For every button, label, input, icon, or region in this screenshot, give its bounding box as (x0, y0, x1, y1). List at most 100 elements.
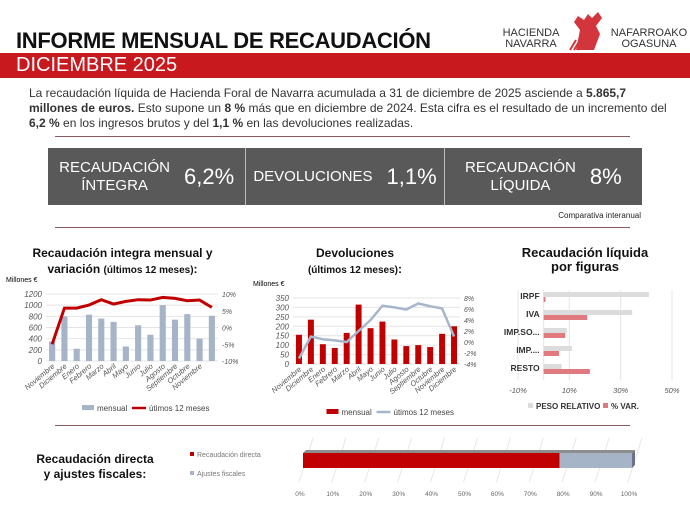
legend-label: % VAR. (611, 402, 639, 411)
bar (343, 332, 350, 364)
category-label: IMP.SO... (504, 327, 540, 337)
y2-tick-label: 6% (464, 307, 474, 314)
bar (85, 314, 93, 361)
x-tick-label: 90% (590, 491, 603, 498)
y-tick-label: 400 (29, 335, 43, 344)
gross-growth: 6,2 % (29, 116, 60, 130)
x-tick-label: 30% (613, 386, 628, 395)
y2-tick-label: 0% (222, 326, 232, 333)
y-tick-label: 350 (276, 294, 290, 303)
logo-emblem-icon (569, 12, 602, 51)
intro-text: en los ingresos brutos y del (59, 116, 213, 130)
legend-label: Ajustes fiscales (197, 471, 246, 478)
intro-text: en las devoluciones realizadas. (243, 116, 414, 130)
bar (122, 346, 129, 361)
line-series (50, 295, 213, 345)
bar (403, 346, 410, 364)
x-tick-label: 10% (562, 386, 577, 395)
bar (171, 319, 179, 361)
chart1-colon: : (193, 262, 198, 276)
bar-side-face (632, 450, 635, 468)
x-tick-label: 50% (664, 386, 679, 395)
hacienda-navarra-logo: HACIENDA NAVARRA NAFARROAKO OGASUNA (498, 10, 688, 54)
x-tick-label: 60% (491, 491, 504, 498)
kpi-refunds: DEVOLUCIONES 1,1% (246, 148, 445, 205)
bar (367, 328, 374, 364)
y2-tick-label: -4% (464, 362, 476, 369)
kpi-label-line: RECAUDACIÓN (59, 158, 171, 176)
bar-var (543, 333, 566, 338)
logo-text-left: HACIENDA NAVARRA (502, 27, 560, 50)
x-tick-label: 70% (524, 491, 537, 498)
y2-tick-label: 4% (464, 318, 474, 325)
chart2-colon: : (398, 262, 403, 276)
y2-tick-label: 0% (464, 340, 474, 347)
intro-text: La recaudación líquida de Hacienda Foral… (29, 86, 587, 100)
bar (110, 321, 117, 361)
kpi-panel: RECAUDACIÓN ÍNTEGRA 6,2% DEVOLUCIONES 1,1% … (48, 148, 642, 205)
chart3-title-line: por figuras (551, 259, 619, 274)
legend-swatch (82, 405, 94, 410)
chart1-subtitle: (últimos 12 meses) (103, 265, 194, 276)
bar (208, 315, 215, 361)
bar (159, 305, 166, 361)
chart3-title: Recaudación líquida por figuras (510, 246, 660, 274)
legend-label: Recaudación directa (197, 452, 261, 459)
chart2-title: Devoluciones (últimos 12 meses): (270, 245, 440, 279)
x-tick-label: 80% (557, 491, 570, 498)
divider (55, 425, 630, 426)
bar-directa (303, 453, 560, 468)
bar-var (543, 315, 588, 320)
y2-tick-label: -10% (222, 359, 238, 366)
y2-tick-label: -5% (222, 342, 234, 349)
bar-peso (543, 346, 572, 351)
bar (451, 326, 458, 364)
total-amount: 5.865,7 millones de euros. (29, 86, 627, 115)
legend-label: mensual (342, 408, 372, 417)
kpi-gross: RECAUDACIÓN ÍNTEGRA 6,2% (48, 148, 247, 205)
y2-tick-label: 5% (222, 309, 232, 316)
x-tick-label: -10% (509, 386, 527, 395)
bar (49, 341, 56, 361)
category-label: IMP.... (516, 345, 539, 355)
line-series (297, 302, 456, 360)
report-period: DICIEMBRE 2025 (16, 54, 178, 76)
y-tick-label: 0 (38, 357, 43, 366)
bar (61, 316, 68, 361)
chart4-title-line: y ajustes fiscales: (43, 467, 147, 481)
category-label: IRPF (520, 291, 539, 301)
chart4-title-line: Recaudación directa (36, 452, 154, 466)
legend-swatch (190, 452, 194, 456)
bar (135, 325, 142, 361)
chart4-title: Recaudación directa y ajustes fiscales: (30, 452, 160, 482)
intro-paragraph: La recaudación líquida de Hacienda Foral… (29, 86, 669, 131)
report-title: INFORME MENSUAL DE RECAUDACIÓN (16, 28, 431, 53)
chart2-title-line: Devoluciones (315, 246, 395, 260)
bar-peso (543, 292, 649, 297)
chart1-title-line: variación (47, 262, 101, 276)
bar (331, 347, 338, 364)
bar (391, 339, 398, 364)
bar (196, 338, 203, 361)
y-tick-label: 0 (285, 360, 290, 369)
intro-text: Esto supone un (134, 101, 225, 115)
bar (295, 334, 302, 364)
period-band: DICIEMBRE 2025 (0, 53, 690, 78)
y-tick-label: 800 (29, 312, 43, 321)
legend-swatch (190, 471, 194, 475)
x-tick-label: 0% (295, 491, 305, 498)
y2-tick-label: -2% (464, 351, 476, 358)
legend-swatch (603, 403, 608, 408)
bar (147, 334, 154, 361)
kpi-net: RECAUDACIÓN LÍQUIDA 8% (445, 148, 642, 205)
bar (319, 344, 326, 364)
bar-peso (543, 310, 633, 315)
y-tick-label: 100 (276, 341, 290, 350)
legend-label: mensual (97, 404, 127, 413)
y-tick-label: 50 (280, 351, 289, 360)
y-tick-label: 300 (276, 303, 290, 312)
y-tick-label: 600 (29, 324, 43, 333)
bar-ajustes (559, 453, 632, 468)
bar-top-face (303, 450, 635, 453)
